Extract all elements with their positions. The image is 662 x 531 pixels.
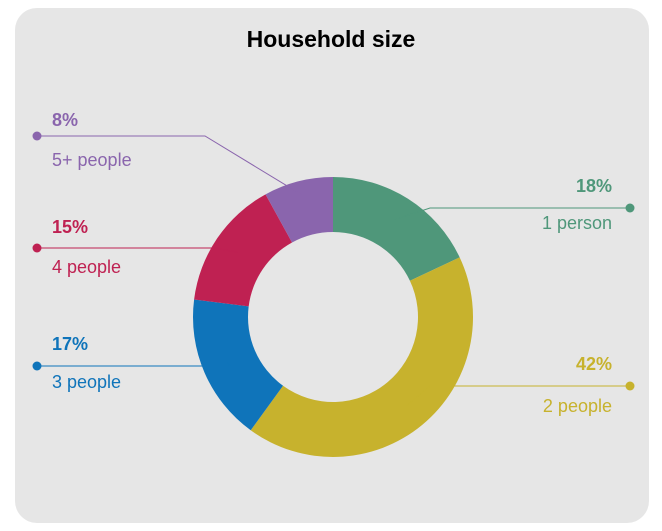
leader-dot [32,131,42,141]
slice-4-people [194,194,293,307]
slice-percent-label: 15% [52,217,88,237]
leader-dot [625,381,635,391]
leader-line [37,247,238,253]
leader-dot [32,243,42,253]
leader-dot [32,361,42,371]
slice-name-label: 5+ people [52,150,132,170]
slice-name-label: 2 people [543,396,612,416]
leader-dot [625,203,635,213]
chart-title: Household size [246,26,416,52]
donut-slices [193,177,473,457]
slice-percent-label: 18% [576,176,612,196]
leader-line [406,385,630,407]
slice-name-label: 1 person [542,213,612,233]
slice-name-label: 4 people [52,257,121,277]
slice-5-people [265,177,333,243]
slice-2-people [250,257,473,457]
slice-percent-label: 17% [52,334,88,354]
slice-1-person [333,177,460,281]
slice-3-people [193,299,284,431]
leader-line [37,362,232,367]
slice-percent-label: 42% [576,354,612,374]
slice-name-label: 3 people [52,372,121,392]
slice-labels: 18% 1 person 42% 2 people 17% 3 people 15% 4 pe… [32,110,635,416]
leader-line [394,207,630,221]
slice-percent-label: 8% [52,110,78,130]
leader-line [37,135,302,196]
